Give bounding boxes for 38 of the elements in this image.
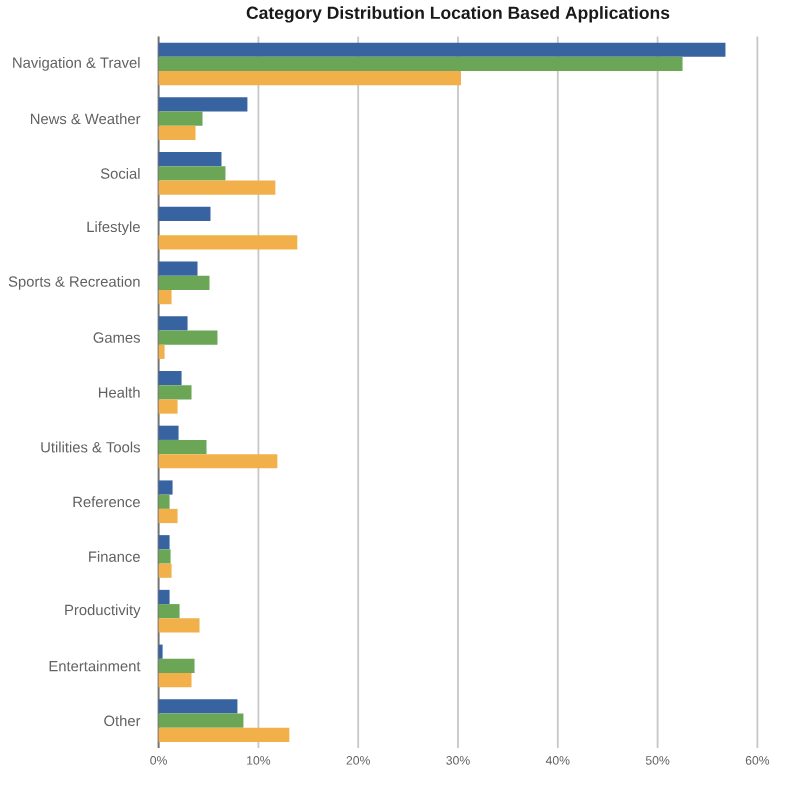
bar <box>158 425 179 440</box>
bar <box>158 316 188 331</box>
bar <box>158 180 276 195</box>
bar <box>158 508 178 524</box>
bar <box>158 618 200 633</box>
bar <box>158 604 180 619</box>
bar <box>158 71 461 86</box>
bar <box>158 480 173 495</box>
bar <box>158 56 683 72</box>
bar <box>158 111 203 126</box>
bar <box>158 125 196 141</box>
bar <box>158 589 170 605</box>
bar <box>158 399 178 414</box>
bar <box>158 549 171 564</box>
bar <box>158 535 170 550</box>
bar <box>158 344 165 359</box>
bar <box>158 152 222 167</box>
bar <box>158 42 726 57</box>
chart-title: Category Distribution Location Based Applications <box>246 6 670 23</box>
bar <box>158 330 218 345</box>
bar <box>158 699 238 714</box>
bar <box>158 289 172 305</box>
bar <box>158 658 195 674</box>
bar <box>158 261 198 276</box>
bar <box>158 494 170 509</box>
bar <box>158 370 182 386</box>
bar <box>158 713 244 728</box>
bar <box>158 206 211 222</box>
bar <box>158 563 172 578</box>
bar <box>158 97 248 112</box>
bar <box>158 673 192 688</box>
bar <box>158 385 192 400</box>
bar <box>158 166 226 181</box>
bar <box>158 235 298 250</box>
bar <box>158 439 207 455</box>
bar <box>158 727 290 742</box>
bar <box>158 275 210 290</box>
bar <box>158 454 278 469</box>
